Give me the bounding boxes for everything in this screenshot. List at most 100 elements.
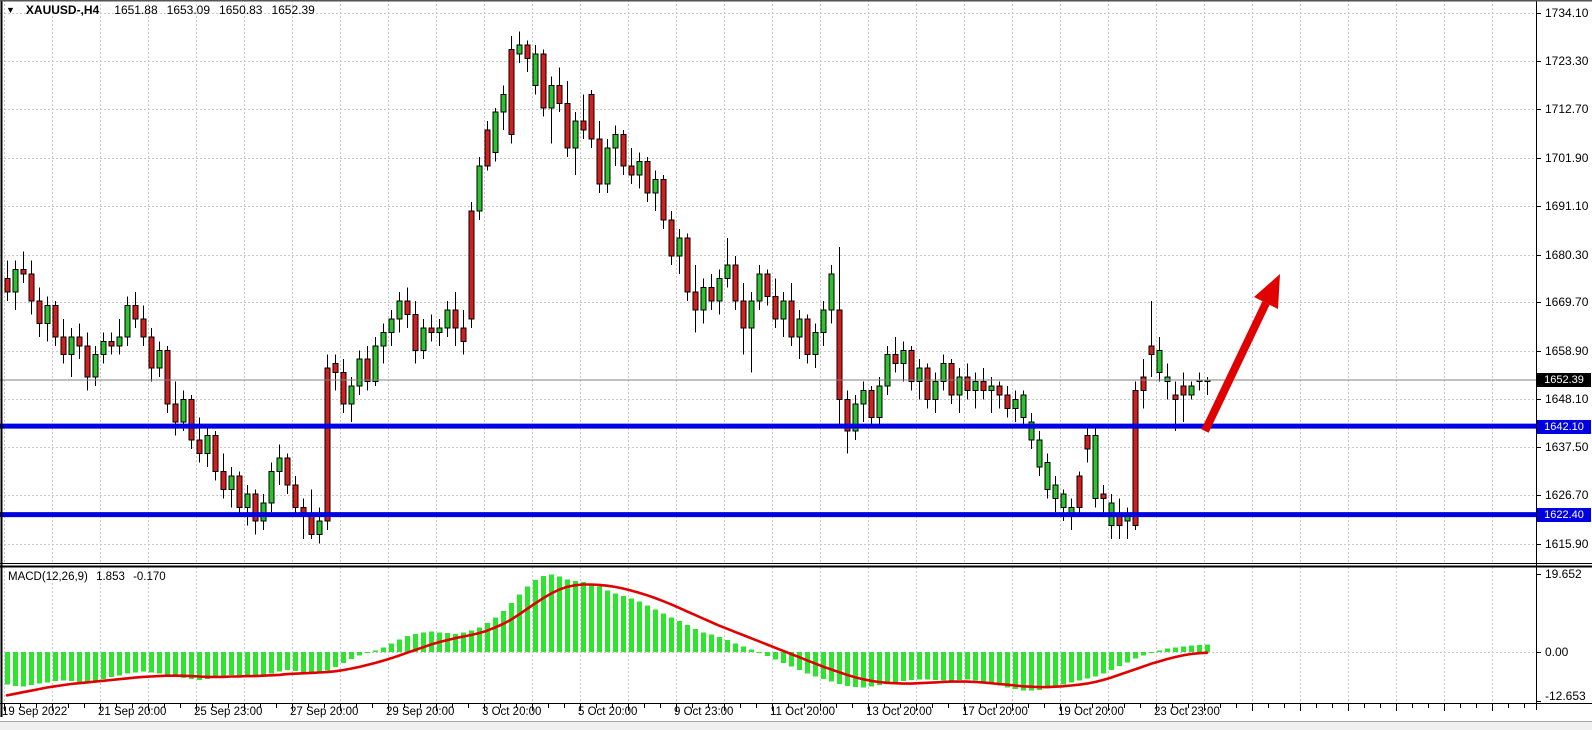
candle-bullish [972, 381, 979, 392]
candle-bearish [596, 138, 603, 185]
candle-bearish [28, 273, 35, 302]
macd-histogram-bar [301, 652, 306, 673]
macd-histogram-bar [253, 652, 258, 678]
candle-bullish [820, 309, 827, 333]
price-tick-label: 1734.10 [1545, 6, 1589, 20]
macd-histogram-bar [509, 603, 514, 652]
macd-histogram-bar [621, 595, 626, 652]
macd-histogram-bar [421, 632, 426, 652]
candle-bearish [404, 300, 411, 315]
macd-histogram-bar [845, 652, 850, 686]
macd-histogram-bar [157, 652, 162, 674]
candle-bearish [140, 318, 147, 338]
candle-bearish [556, 84, 563, 104]
macd-tick-label: 19.652 [1545, 567, 1582, 581]
macd-histogram-bar [205, 652, 210, 680]
candle-bearish [324, 367, 331, 522]
macd-histogram-bar [597, 586, 602, 652]
macd-histogram-bar [85, 652, 90, 683]
candle-bullish [604, 147, 611, 185]
candle-bullish [1188, 385, 1195, 396]
macd-histogram-bar [1005, 652, 1010, 688]
macd-histogram-bar [733, 643, 738, 652]
candle-bearish [564, 102, 571, 149]
candle-bearish [524, 44, 531, 59]
candle-bullish [1060, 493, 1067, 508]
candle-bullish [828, 273, 835, 311]
candle-bearish [708, 286, 715, 302]
candle-bullish [156, 349, 163, 369]
macd-histogram-bar [1021, 652, 1026, 691]
macd-histogram-bar [645, 605, 650, 652]
macd-histogram-bar [925, 652, 930, 680]
macd-histogram-bar [397, 639, 402, 652]
candle-bullish [444, 309, 451, 329]
macd-histogram-bar [189, 652, 194, 680]
candle-bullish [852, 403, 859, 432]
candle-bearish [980, 381, 987, 392]
macd-histogram-bar [661, 613, 666, 652]
macd-histogram-bar [1061, 652, 1066, 685]
candle-bullish [180, 399, 187, 423]
macd-histogram-bar [709, 634, 714, 652]
candle-bearish [292, 484, 299, 508]
chevron-down-icon[interactable]: ▼ [6, 5, 15, 15]
candle-bullish [932, 381, 939, 401]
macd-histogram-bar [1197, 645, 1202, 652]
macd-histogram-bar [805, 652, 810, 674]
macd-histogram-bar [877, 652, 882, 686]
macd-histogram-bar [109, 652, 114, 678]
candle-bearish [132, 304, 139, 320]
macd-histogram-bar [245, 652, 250, 677]
open-value: 1651.88 [114, 3, 158, 17]
macd-histogram-bar [941, 652, 946, 681]
time-tick-label: 19 Sep 2022 [2, 706, 68, 718]
candle-bearish [364, 358, 371, 383]
candle-bullish [652, 179, 659, 194]
macd-histogram-bar [637, 601, 642, 652]
candle-bearish [1084, 435, 1091, 450]
candle-bearish [740, 300, 747, 329]
macd-histogram-bar [197, 652, 202, 681]
macd-histogram-bar [629, 598, 634, 652]
price-tick-label: 1669.70 [1545, 295, 1589, 309]
candle-bullish [204, 435, 211, 455]
macd-histogram-bar [317, 652, 322, 673]
candle-bearish [660, 179, 667, 221]
candle-bearish [844, 399, 851, 432]
macd-tick-label: 0.00 [1545, 645, 1569, 659]
macd-histogram-bar [181, 652, 186, 679]
macd-histogram-bar [541, 575, 546, 652]
candle-bullish [876, 385, 883, 419]
macd-histogram-bar [229, 652, 234, 675]
macd-histogram-bar [45, 652, 50, 683]
up-trend-arrow-shaft[interactable] [1201, 301, 1270, 433]
macd-histogram-bar [885, 652, 890, 684]
macd-indicator-label: MACD(12,26,9) 1.853 -0.170 [8, 571, 171, 583]
macd-histogram-bar [1109, 652, 1114, 671]
macd-histogram-bar [101, 652, 106, 680]
macd-histogram-bar [677, 621, 682, 652]
macd-histogram-bar [333, 652, 338, 667]
macd-histogram-bar [917, 652, 922, 680]
macd-histogram-bar [373, 650, 378, 652]
macd-histogram-bar [5, 652, 10, 685]
price-tick-label: 1701.90 [1545, 151, 1589, 165]
time-tick-label: 11 Oct 20:00 [770, 706, 835, 718]
up-trend-arrow-head[interactable] [1254, 274, 1280, 309]
candle-bearish [20, 268, 27, 275]
macd-histogram-bar [725, 640, 730, 652]
macd-histogram-bar [741, 646, 746, 652]
candle-bearish [764, 273, 771, 297]
support-level-badge-1642: 1642.10 [1537, 420, 1591, 434]
candle-bearish [220, 471, 227, 490]
low-value: 1650.83 [219, 3, 263, 17]
macd-histogram-bar [525, 586, 530, 652]
time-tick-label: 21 Sep 20:00 [98, 706, 167, 718]
candle-bearish [60, 336, 67, 356]
candle-bearish [868, 390, 875, 419]
macd-histogram-bar [1093, 652, 1098, 677]
candle-bullish [276, 457, 283, 473]
macd-signal-value: -0.170 [133, 571, 166, 583]
